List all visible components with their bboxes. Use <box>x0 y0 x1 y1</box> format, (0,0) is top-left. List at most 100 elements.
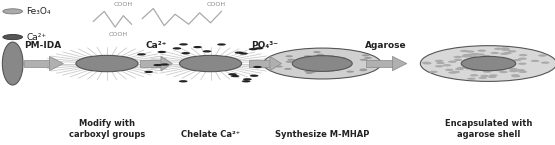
Circle shape <box>3 35 23 40</box>
Circle shape <box>470 74 478 77</box>
Circle shape <box>286 61 293 63</box>
Circle shape <box>287 59 295 61</box>
Circle shape <box>462 54 471 57</box>
Circle shape <box>483 68 492 70</box>
Circle shape <box>513 59 521 61</box>
Circle shape <box>321 68 329 70</box>
Polygon shape <box>49 56 63 71</box>
Text: Ca²⁺: Ca²⁺ <box>145 41 166 50</box>
Circle shape <box>332 57 340 59</box>
Circle shape <box>512 75 520 77</box>
Circle shape <box>475 64 483 66</box>
Circle shape <box>435 65 443 67</box>
Circle shape <box>181 52 190 54</box>
Ellipse shape <box>2 42 23 85</box>
Circle shape <box>334 63 342 65</box>
Circle shape <box>500 61 508 63</box>
Circle shape <box>487 59 496 61</box>
Circle shape <box>453 56 462 58</box>
Circle shape <box>497 61 505 64</box>
Circle shape <box>320 57 327 59</box>
Circle shape <box>481 64 490 66</box>
Circle shape <box>448 71 457 74</box>
Circle shape <box>302 62 310 64</box>
Circle shape <box>179 43 188 46</box>
Circle shape <box>464 54 473 56</box>
Circle shape <box>505 61 514 63</box>
Circle shape <box>284 68 292 70</box>
Circle shape <box>235 51 243 54</box>
Circle shape <box>153 64 162 66</box>
Circle shape <box>304 70 312 72</box>
Circle shape <box>313 51 321 53</box>
Circle shape <box>249 48 258 50</box>
Circle shape <box>480 59 488 62</box>
Circle shape <box>467 78 476 80</box>
Circle shape <box>451 71 460 73</box>
Circle shape <box>285 55 293 57</box>
Circle shape <box>499 71 508 73</box>
Text: COOH: COOH <box>206 2 225 7</box>
Circle shape <box>483 65 492 68</box>
Circle shape <box>518 58 527 60</box>
Circle shape <box>173 47 181 50</box>
Circle shape <box>362 54 370 56</box>
Circle shape <box>495 69 503 71</box>
Circle shape <box>531 60 539 62</box>
Circle shape <box>76 55 138 72</box>
Circle shape <box>502 64 511 66</box>
Circle shape <box>316 61 324 63</box>
Circle shape <box>335 61 343 63</box>
Circle shape <box>484 63 493 65</box>
Circle shape <box>478 77 487 79</box>
Circle shape <box>321 56 329 58</box>
Circle shape <box>217 43 226 46</box>
Bar <box>23 60 49 67</box>
Circle shape <box>250 75 259 77</box>
Circle shape <box>511 74 519 76</box>
Circle shape <box>360 59 367 61</box>
Circle shape <box>331 58 339 60</box>
Circle shape <box>486 64 495 67</box>
Circle shape <box>322 63 330 65</box>
Circle shape <box>498 65 507 67</box>
Circle shape <box>321 60 329 62</box>
Circle shape <box>492 62 501 64</box>
Circle shape <box>429 71 438 73</box>
Text: PM-IDA: PM-IDA <box>24 41 62 50</box>
Circle shape <box>316 54 324 56</box>
Circle shape <box>482 55 491 57</box>
Circle shape <box>465 59 473 62</box>
Circle shape <box>500 53 508 55</box>
Circle shape <box>455 68 464 70</box>
Circle shape <box>307 65 314 67</box>
Polygon shape <box>161 56 173 71</box>
Circle shape <box>193 46 202 48</box>
Circle shape <box>485 61 494 64</box>
Text: Synthesize M-MHAP: Synthesize M-MHAP <box>275 130 370 139</box>
Circle shape <box>436 62 445 64</box>
Circle shape <box>491 63 500 65</box>
Circle shape <box>472 58 481 60</box>
Circle shape <box>468 58 476 60</box>
Circle shape <box>144 71 153 73</box>
Circle shape <box>517 69 525 71</box>
Circle shape <box>309 71 316 73</box>
Circle shape <box>448 61 457 63</box>
Text: Modify with
carboxyl groups: Modify with carboxyl groups <box>69 119 145 139</box>
Circle shape <box>242 80 250 82</box>
Circle shape <box>158 51 166 53</box>
Circle shape <box>346 71 354 73</box>
Circle shape <box>541 61 549 64</box>
Text: COOH: COOH <box>114 2 133 7</box>
Circle shape <box>160 63 169 66</box>
Text: Ca²⁺: Ca²⁺ <box>26 33 47 42</box>
Circle shape <box>253 66 262 68</box>
Circle shape <box>503 52 512 54</box>
Polygon shape <box>270 56 281 71</box>
Circle shape <box>457 67 466 69</box>
Circle shape <box>309 66 317 68</box>
Circle shape <box>454 59 462 61</box>
Circle shape <box>480 75 489 77</box>
Circle shape <box>314 56 321 58</box>
